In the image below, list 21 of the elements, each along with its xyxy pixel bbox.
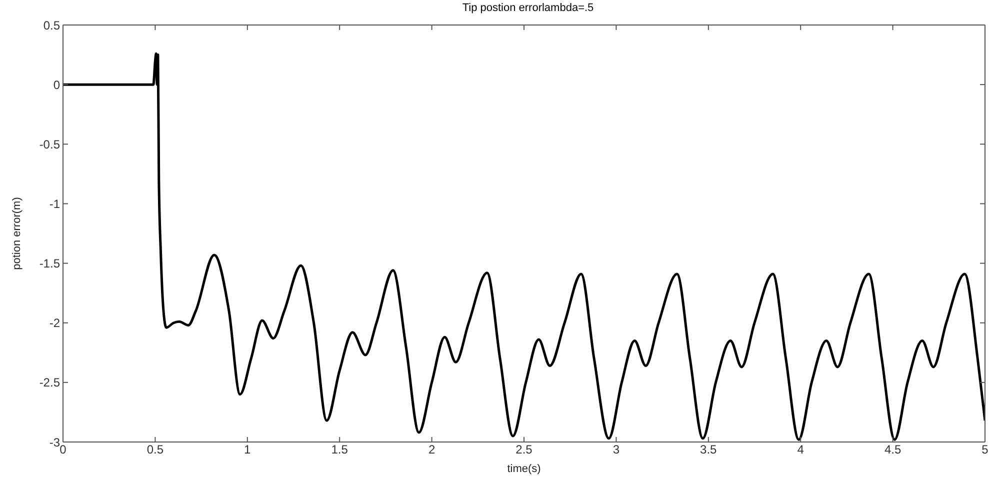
x-tick-label: 0.5 — [146, 442, 164, 457]
chart-title: Tip postion errorlambda=.5 — [461, 2, 595, 14]
x-tick-label: 1 — [244, 442, 252, 457]
y-tick-label: -3 — [49, 435, 60, 450]
x-tick-label: 3.5 — [700, 442, 718, 457]
y-axis-title: potion error(m) — [10, 197, 23, 270]
x-tick-label: 5 — [982, 442, 989, 457]
y-tick-label: -0.5 — [39, 137, 60, 152]
x-tick-label: 4.5 — [884, 442, 902, 457]
x-tick-label: 2 — [428, 442, 436, 457]
x-axis-title: time(s) — [507, 463, 541, 475]
x-tick-label: 1.5 — [331, 442, 348, 457]
y-tick-label: -2 — [49, 316, 60, 330]
y-tick-label: 0 — [53, 78, 60, 92]
y-tick-label: -1.5 — [39, 256, 60, 271]
y-tick-label: -2.5 — [39, 376, 60, 390]
x-tick-label: 2.5 — [516, 442, 533, 457]
x-tick-label: 3 — [612, 442, 620, 457]
y-tick-label: -1 — [49, 196, 60, 211]
x-tick-label: 4 — [797, 442, 804, 457]
y-tick-label: 0.5 — [43, 18, 60, 32]
